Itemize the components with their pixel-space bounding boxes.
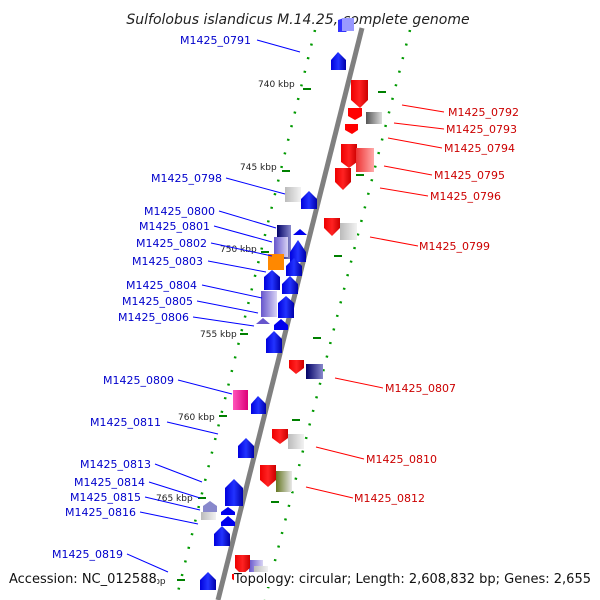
gene-feature[interactable] — [288, 434, 304, 449]
gene-feature[interactable] — [251, 396, 266, 414]
scale-label-760: 760 kbp — [178, 413, 215, 423]
gene-feature[interactable] — [221, 507, 235, 515]
gene-feature[interactable] — [225, 479, 243, 506]
gene-feature[interactable] — [214, 526, 230, 546]
gene-label-m1425-0795[interactable]: M1425_0795 — [434, 169, 505, 182]
gene-label-m1425-0803[interactable]: M1425_0803 — [132, 255, 203, 268]
gene-feature[interactable] — [324, 218, 340, 236]
gene-feature[interactable] — [286, 258, 302, 276]
scale-label-765: 765 kbp — [156, 494, 193, 504]
gene-label-m1425-0812[interactable]: M1425_0812 — [354, 492, 425, 505]
gene-feature[interactable] — [366, 112, 382, 124]
gene-feature[interactable] — [290, 240, 306, 262]
gene-feature[interactable] — [264, 270, 280, 290]
plus-strand-features — [200, 18, 354, 590]
gene-feature[interactable] — [289, 360, 304, 374]
diagram-title: Sulfolobus islandicus M.14.25, complete … — [126, 12, 469, 28]
gene-feature[interactable] — [272, 429, 288, 444]
gene-label-m1425-0807[interactable]: M1425_0807 — [385, 382, 456, 395]
gene-label-m1425-0813[interactable]: M1425_0813 — [80, 458, 151, 471]
track-guides — [174, 29, 412, 600]
gene-label-m1425-0814[interactable]: M1425_0814 — [74, 476, 145, 489]
label-leader-lines — [126, 39, 445, 573]
gene-feature[interactable] — [203, 501, 217, 512]
gene-feature[interactable] — [261, 291, 277, 317]
genome-summary-text: Topology: circular; Length: 2,608,832 bp… — [233, 572, 591, 587]
gene-feature[interactable] — [233, 390, 248, 410]
gene-label-m1425-0806[interactable]: M1425_0806 — [118, 311, 189, 324]
gene-label-m1425-0791[interactable]: M1425_0791 — [180, 34, 251, 47]
gene-label-m1425-0816[interactable]: M1425_0816 — [65, 506, 136, 519]
gene-label-m1425-0796[interactable]: M1425_0796 — [430, 190, 501, 203]
gene-label-m1425-0798[interactable]: M1425_0798 — [151, 172, 222, 185]
gene-feature[interactable] — [266, 331, 282, 353]
gene-feature[interactable] — [293, 229, 307, 235]
gene-feature[interactable] — [235, 555, 250, 575]
gene-feature[interactable] — [274, 319, 288, 330]
gene-label-m1425-0794[interactable]: M1425_0794 — [444, 142, 515, 155]
gene-feature[interactable] — [221, 516, 235, 526]
gene-label-m1425-0801[interactable]: M1425_0801 — [139, 220, 210, 233]
gene-label-m1425-0804[interactable]: M1425_0804 — [126, 279, 197, 292]
gene-feature[interactable] — [274, 237, 288, 257]
gene-label-m1425-0815[interactable]: M1425_0815 — [70, 491, 141, 504]
gene-label-m1425-0811[interactable]: M1425_0811 — [90, 416, 161, 429]
gene-feature[interactable] — [340, 223, 357, 240]
scale-label-755: 755 kbp — [200, 330, 237, 340]
gene-feature[interactable] — [254, 566, 268, 576]
gene-feature[interactable] — [268, 254, 284, 270]
gene-feature[interactable] — [345, 124, 358, 134]
gene-feature[interactable] — [201, 512, 216, 520]
gene-feature[interactable] — [301, 191, 317, 209]
gene-feature[interactable] — [331, 52, 346, 70]
minus-strand-labels: M1425_0792 M1425_0793 M1425_0794 M1425_0… — [354, 106, 519, 505]
gene-label-m1425-0800[interactable]: M1425_0800 — [144, 205, 215, 218]
gene-label-m1425-0793[interactable]: M1425_0793 — [446, 123, 517, 136]
gene-label-m1425-0805[interactable]: M1425_0805 — [122, 295, 193, 308]
scale-ticks — [177, 88, 386, 581]
minus-strand-features — [232, 80, 382, 583]
scale-label-770: kbp — [149, 577, 166, 587]
gene-label-m1425-0819[interactable]: M1425_0819 — [52, 548, 123, 561]
scale-label-750: 750 kbp — [220, 245, 257, 255]
gene-feature[interactable] — [335, 168, 351, 190]
gene-feature[interactable] — [341, 144, 357, 168]
gene-feature[interactable] — [200, 572, 216, 590]
gene-feature[interactable] — [348, 108, 362, 120]
scale-label-740: 740 kbp — [258, 80, 295, 90]
gene-label-m1425-0802[interactable]: M1425_0802 — [136, 237, 207, 250]
gene-feature[interactable] — [351, 80, 368, 108]
plus-strand-labels: M1425_0791 M1425_0798 M1425_0800 M1425_0… — [52, 34, 251, 561]
gene-feature[interactable] — [278, 296, 294, 318]
gene-label-m1425-0792[interactable]: M1425_0792 — [448, 106, 519, 119]
gene-feature[interactable] — [356, 148, 374, 172]
accession-text: Accession: NC_012588 — [9, 572, 157, 587]
gene-feature[interactable] — [256, 318, 270, 324]
gene-label-m1425-0799[interactable]: M1425_0799 — [419, 240, 490, 253]
gene-feature[interactable] — [306, 364, 323, 379]
gene-label-m1425-0810[interactable]: M1425_0810 — [366, 453, 437, 466]
gene-feature[interactable] — [282, 276, 298, 294]
gene-feature[interactable] — [285, 187, 301, 202]
scale-labels: 740 kbp 745 kbp 750 kbp 755 kbp 760 kbp … — [149, 80, 295, 587]
gene-feature[interactable] — [260, 465, 276, 487]
gene-feature[interactable] — [238, 438, 254, 458]
gene-label-m1425-0809[interactable]: M1425_0809 — [103, 374, 174, 387]
gene-feature[interactable] — [276, 471, 292, 492]
scale-label-745: 745 kbp — [240, 163, 277, 173]
